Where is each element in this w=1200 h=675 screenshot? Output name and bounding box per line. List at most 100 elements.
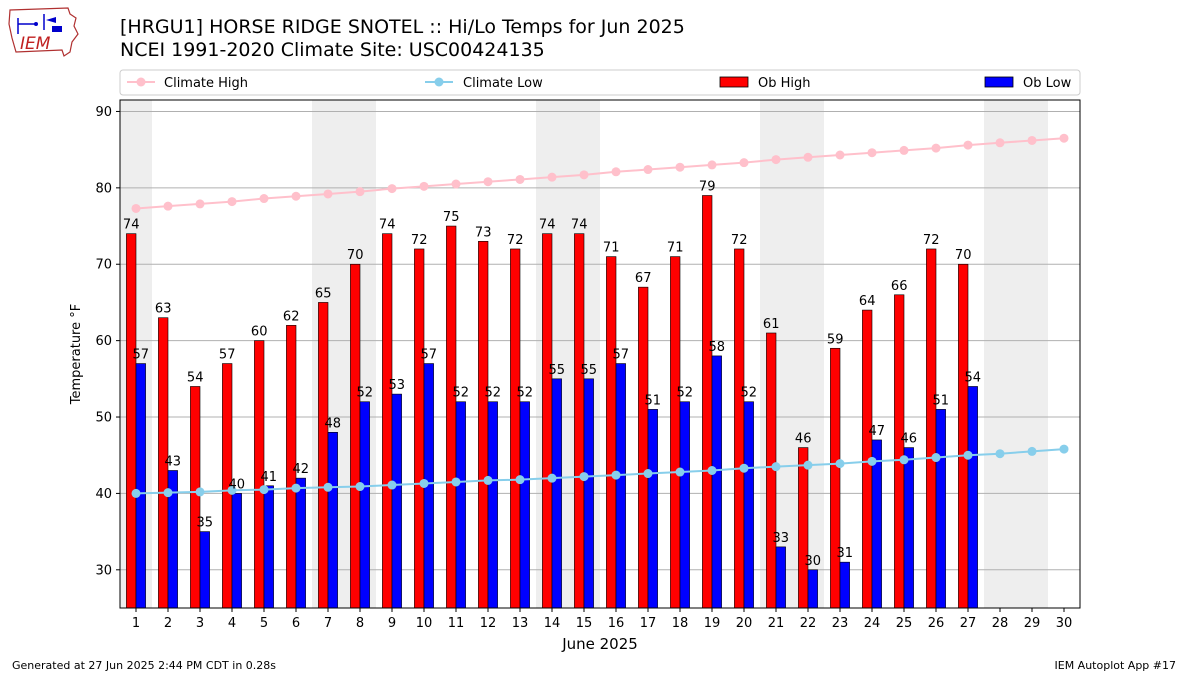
ob-low-value-label: 52 — [485, 386, 502, 401]
ob-high-bar — [670, 256, 681, 609]
climate-high-point — [259, 194, 269, 204]
ob-high-value-label: 70 — [955, 248, 972, 263]
ob-high-value-label: 67 — [635, 271, 652, 286]
legend-climate-low-label: Climate Low — [463, 76, 543, 91]
bars — [126, 195, 978, 609]
ob-high-value-label: 79 — [699, 179, 716, 194]
ob-low-bar — [679, 401, 690, 609]
ob-high-bar — [126, 233, 137, 609]
y-tick-label: 60 — [95, 334, 112, 349]
climate-high-point — [867, 148, 877, 158]
x-tick-label: 2 — [164, 616, 172, 631]
x-tick-label: 8 — [356, 616, 364, 631]
climate-high-point — [739, 158, 749, 168]
x-tick-label: 19 — [704, 616, 721, 631]
climate-high-point — [131, 203, 141, 213]
climate-high-point — [355, 187, 365, 197]
x-tick-label: 13 — [512, 616, 529, 631]
climate-high-point — [451, 179, 461, 189]
ob-low-bar — [519, 401, 530, 609]
climate-low-point — [707, 465, 717, 475]
ob-high-bar — [510, 248, 521, 609]
ob-high-bar — [478, 241, 489, 609]
ob-low-value-label: 33 — [773, 531, 790, 546]
ob-high-value-label: 60 — [251, 325, 268, 340]
data-labels: 74 63 54 57 60 62 65 70 74 72 75 73 72 74 74 71 67 71 79 72… — [123, 179, 981, 568]
ob-high-bar — [894, 294, 905, 609]
y-tick-label: 50 — [95, 411, 112, 426]
legend-ob-high-label: Ob High — [758, 76, 811, 91]
climate-high-point — [195, 199, 205, 209]
footer-generated: Generated at 27 Jun 2025 2:44 PM CDT in … — [12, 659, 277, 672]
x-tick-label: 26 — [928, 616, 945, 631]
ob-low-value-label: 53 — [389, 378, 406, 393]
ob-high-value-label: 59 — [827, 332, 844, 347]
ob-low-value-label: 35 — [197, 516, 214, 531]
climate-low-point — [515, 475, 525, 485]
x-tick-label: 16 — [608, 616, 625, 631]
y-tick-label: 40 — [95, 487, 112, 502]
climate-high-point — [963, 140, 973, 150]
ob-high-bar — [446, 225, 457, 609]
ob-low-bar — [647, 409, 658, 609]
ob-low-value-label: 42 — [293, 462, 310, 477]
ob-high-value-label: 72 — [411, 233, 428, 248]
climate-low-point — [195, 487, 205, 497]
ob-high-value-label: 74 — [379, 218, 396, 233]
ob-low-bar — [935, 409, 946, 609]
x-tick-label: 12 — [480, 616, 497, 631]
climate-high-point — [707, 160, 717, 170]
x-axis-label: June 2025 — [561, 635, 638, 653]
ob-high-value-label: 63 — [155, 302, 172, 317]
ob-low-value-label: 52 — [741, 386, 758, 401]
climate-low-point — [419, 478, 429, 488]
climate-high-point — [611, 167, 621, 177]
climate-high-point — [835, 150, 845, 160]
climate-low-point — [995, 449, 1005, 459]
climate-low-point — [163, 488, 173, 498]
ob-low-bar — [711, 355, 722, 609]
climate-high-point — [1059, 133, 1069, 143]
climate-low-point — [643, 469, 653, 479]
ob-high-bar — [318, 302, 329, 609]
climate-high-point — [291, 191, 301, 201]
climate-low-point — [579, 472, 589, 482]
legend-item-climate-low: Climate Low — [425, 76, 543, 91]
logo-text: IEM — [20, 34, 51, 54]
climate-low-point — [867, 456, 877, 466]
climate-low-point — [739, 463, 749, 473]
ob-high-value-label: 72 — [731, 233, 748, 248]
ob-high-bar — [830, 347, 841, 609]
climate-high-point — [803, 152, 813, 162]
ob-low-value-label: 52 — [453, 386, 470, 401]
ob-low-bar — [551, 378, 562, 609]
ob-low-value-label: 51 — [645, 393, 662, 408]
x-tick-label: 11 — [448, 616, 465, 631]
weekend-shade-day-29 — [1016, 100, 1048, 608]
x-tick-label: 18 — [672, 616, 689, 631]
climate-low-point — [803, 460, 813, 470]
plot-frame — [119, 99, 1081, 609]
legend-ob-high-swatch — [719, 76, 749, 88]
climate-high-point — [163, 201, 173, 211]
x-tick-label: 27 — [960, 616, 977, 631]
ob-high-value-label: 70 — [347, 248, 364, 263]
ob-high-bar — [190, 386, 201, 609]
ob-high-bar — [958, 263, 969, 609]
legend-item-ob-high: Ob High — [719, 76, 811, 91]
climate-low-point — [131, 488, 141, 498]
ob-low-value-label: 47 — [869, 424, 886, 439]
climate-high-point — [547, 172, 557, 182]
weekend-shade-day-28 — [984, 100, 1016, 608]
climate-high-point — [771, 155, 781, 165]
legend-climate-high-marker — [136, 77, 146, 87]
legend-box — [119, 69, 1081, 96]
x-tick-label: 5 — [260, 616, 268, 631]
ob-high-value-label: 54 — [187, 370, 204, 385]
legend-item-climate-high: Climate High — [127, 76, 248, 91]
ob-high-bar — [734, 248, 745, 609]
ob-low-bar — [391, 393, 402, 609]
y-tick-label: 70 — [95, 258, 112, 273]
climate-low-point — [451, 477, 461, 487]
